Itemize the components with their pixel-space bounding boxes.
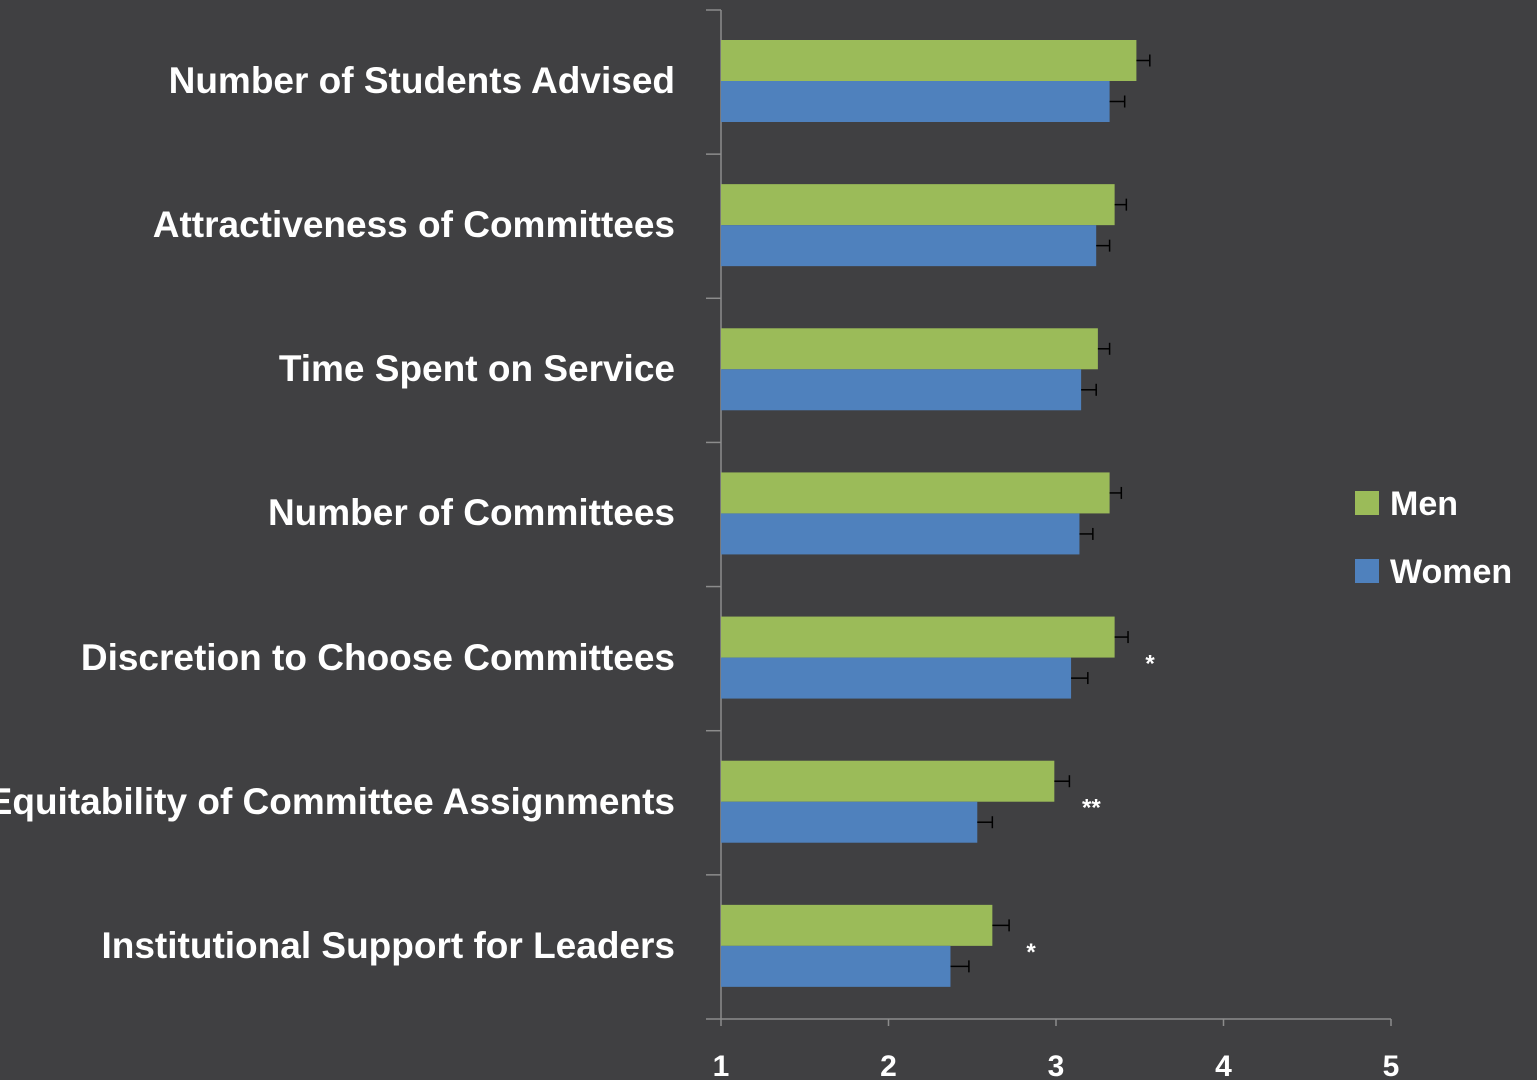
x-tick-label: 4	[1215, 1050, 1232, 1080]
category-label-text: Discretion to Choose Committees	[80, 636, 675, 678]
bar	[721, 945, 951, 987]
category-label: Institutional Support for Leaders	[0, 917, 675, 975]
category-label-text: Time Spent on Service	[278, 348, 675, 390]
x-tick-label: 1	[713, 1050, 730, 1080]
error-bar	[1054, 775, 1071, 788]
category-label: Equitability of Committee Assignments	[0, 773, 675, 831]
bar	[721, 225, 1097, 267]
category-label-text: Number of Students Advised	[168, 60, 675, 101]
category-label-text: Number of Committees	[267, 492, 675, 534]
error-bar	[1071, 672, 1089, 685]
error-bar	[950, 960, 970, 973]
bar	[721, 40, 1137, 81]
category-label: Discretion to Choose Committees	[0, 629, 675, 687]
category-label-text: Equitability of Committee Assignments	[0, 780, 675, 822]
category-label: Time Spent on Service	[0, 340, 675, 398]
annotation: *	[1026, 939, 1036, 966]
annotation: *	[1145, 651, 1155, 678]
category-label: Attractiveness of Committees	[0, 196, 675, 254]
category-label: Number of Students Advised	[0, 52, 675, 110]
x-tick-label: 5	[1383, 1050, 1400, 1080]
bar	[721, 801, 978, 843]
legend-swatch	[1355, 491, 1379, 515]
bar	[721, 760, 1055, 802]
bar	[721, 904, 993, 946]
error-bar	[1109, 486, 1123, 499]
category-label: Number of Committees	[0, 484, 675, 542]
error-bar	[1097, 342, 1111, 355]
error-bar	[1114, 198, 1128, 211]
x-tick-label: 2	[880, 1050, 897, 1080]
error-bar	[977, 816, 994, 829]
error-bar	[992, 919, 1010, 932]
bar	[721, 369, 1082, 411]
bar	[721, 472, 1110, 514]
error-bar	[1136, 54, 1151, 67]
error-bar	[1114, 631, 1129, 644]
error-bar	[1081, 383, 1097, 396]
bar	[721, 657, 1072, 699]
category-label-text: Attractiveness of Committees	[152, 204, 675, 246]
category-label-text: Institutional Support for Leaders	[101, 924, 675, 966]
bar	[721, 513, 1080, 555]
annotation: **	[1082, 795, 1101, 822]
legend-swatch	[1355, 559, 1379, 583]
bar	[721, 184, 1115, 226]
x-tick-label: 3	[1048, 1050, 1065, 1080]
error-bar	[1096, 239, 1111, 252]
bar	[721, 81, 1110, 122]
legend-label: Women	[1390, 553, 1512, 591]
bar	[721, 328, 1098, 370]
legend-label: Men	[1390, 485, 1458, 523]
error-bar	[1079, 527, 1094, 540]
bar	[721, 616, 1115, 658]
error-bar	[1109, 95, 1126, 108]
